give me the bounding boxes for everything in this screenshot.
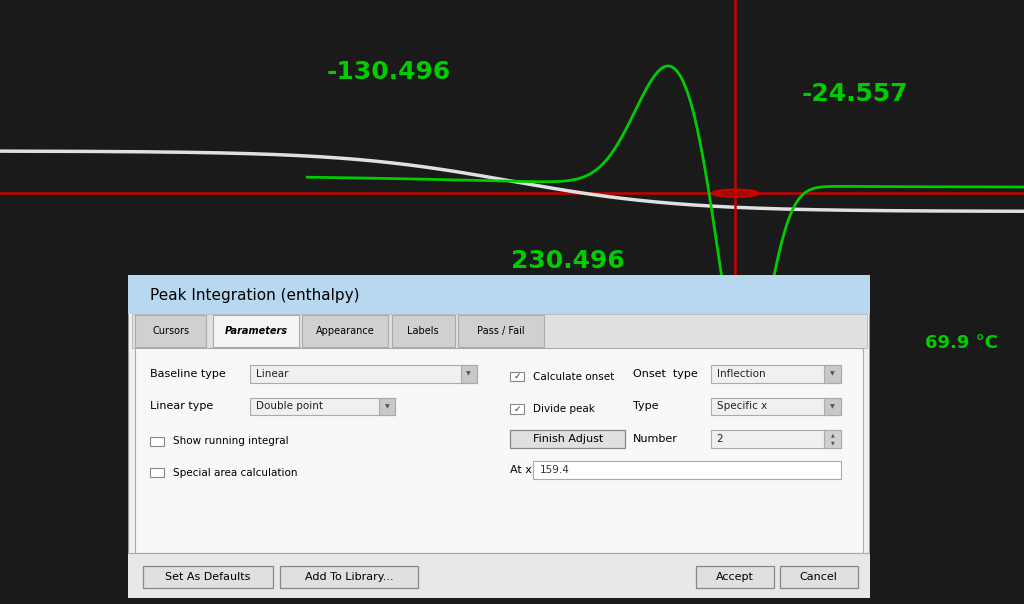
Text: Inflection: Inflection bbox=[717, 369, 765, 379]
FancyBboxPatch shape bbox=[510, 372, 523, 382]
Text: Special area calculation: Special area calculation bbox=[172, 467, 297, 478]
Text: 2: 2 bbox=[717, 434, 723, 444]
FancyBboxPatch shape bbox=[251, 365, 477, 383]
FancyBboxPatch shape bbox=[824, 365, 841, 383]
Text: Calculate onset: Calculate onset bbox=[532, 372, 613, 382]
FancyBboxPatch shape bbox=[151, 468, 164, 477]
Text: Linear: Linear bbox=[256, 369, 289, 379]
FancyBboxPatch shape bbox=[510, 430, 626, 448]
Text: Pass / Fail: Pass / Fail bbox=[477, 326, 525, 336]
Text: Linear type: Linear type bbox=[151, 401, 214, 411]
Text: ▼: ▼ bbox=[830, 371, 835, 377]
FancyBboxPatch shape bbox=[711, 430, 841, 448]
FancyBboxPatch shape bbox=[391, 315, 455, 347]
FancyBboxPatch shape bbox=[135, 315, 206, 347]
FancyBboxPatch shape bbox=[510, 405, 523, 414]
FancyBboxPatch shape bbox=[780, 565, 858, 588]
FancyBboxPatch shape bbox=[711, 365, 841, 383]
Text: ▼: ▼ bbox=[830, 440, 835, 445]
Text: Onset  type: Onset type bbox=[633, 369, 697, 379]
FancyBboxPatch shape bbox=[824, 397, 841, 416]
Text: Divide peak: Divide peak bbox=[532, 404, 595, 414]
Text: Parameters: Parameters bbox=[224, 326, 288, 336]
FancyBboxPatch shape bbox=[532, 461, 841, 479]
Text: Cursors: Cursors bbox=[153, 326, 189, 336]
Text: Show running integral: Show running integral bbox=[172, 437, 288, 446]
Text: ▼: ▼ bbox=[830, 404, 835, 409]
Text: At x: At x bbox=[510, 465, 532, 475]
Text: Specific x: Specific x bbox=[717, 402, 767, 411]
Text: 159.4: 159.4 bbox=[540, 465, 570, 475]
FancyBboxPatch shape bbox=[151, 437, 164, 446]
FancyBboxPatch shape bbox=[459, 315, 544, 347]
Text: Number: Number bbox=[633, 434, 678, 444]
FancyBboxPatch shape bbox=[213, 315, 299, 347]
FancyBboxPatch shape bbox=[696, 565, 774, 588]
FancyBboxPatch shape bbox=[379, 397, 395, 416]
FancyBboxPatch shape bbox=[135, 347, 863, 553]
Text: Accept: Accept bbox=[716, 571, 754, 582]
Text: ▼: ▼ bbox=[385, 404, 389, 409]
FancyBboxPatch shape bbox=[132, 313, 866, 347]
Text: ▲: ▲ bbox=[830, 432, 835, 437]
Text: Double point: Double point bbox=[256, 402, 324, 411]
Text: Appearance: Appearance bbox=[315, 326, 375, 336]
Text: Set As Defaults: Set As Defaults bbox=[165, 571, 251, 582]
Text: ✓: ✓ bbox=[513, 372, 521, 381]
Text: -130.496: -130.496 bbox=[327, 60, 452, 85]
Text: Labels: Labels bbox=[408, 326, 439, 336]
Text: Type: Type bbox=[633, 401, 658, 411]
Text: 230.496: 230.496 bbox=[511, 249, 626, 273]
FancyBboxPatch shape bbox=[461, 365, 477, 383]
FancyBboxPatch shape bbox=[128, 275, 870, 313]
Text: ▼: ▼ bbox=[466, 371, 471, 377]
FancyBboxPatch shape bbox=[824, 430, 841, 448]
Text: -24.557: -24.557 bbox=[802, 82, 908, 106]
FancyBboxPatch shape bbox=[143, 565, 272, 588]
Text: ✓: ✓ bbox=[513, 405, 521, 414]
Text: Finish Adjust: Finish Adjust bbox=[532, 434, 603, 444]
FancyBboxPatch shape bbox=[251, 397, 395, 416]
FancyBboxPatch shape bbox=[711, 397, 841, 416]
Text: 69.9 °C: 69.9 °C bbox=[926, 333, 998, 352]
FancyBboxPatch shape bbox=[302, 315, 388, 347]
Text: Baseline type: Baseline type bbox=[151, 369, 226, 379]
FancyBboxPatch shape bbox=[128, 553, 870, 598]
Text: Cancel: Cancel bbox=[800, 571, 838, 582]
Text: Add To Library...: Add To Library... bbox=[304, 571, 393, 582]
FancyBboxPatch shape bbox=[128, 275, 870, 598]
FancyBboxPatch shape bbox=[281, 565, 418, 588]
Text: Peak Integration (enthalpy): Peak Integration (enthalpy) bbox=[151, 288, 359, 303]
